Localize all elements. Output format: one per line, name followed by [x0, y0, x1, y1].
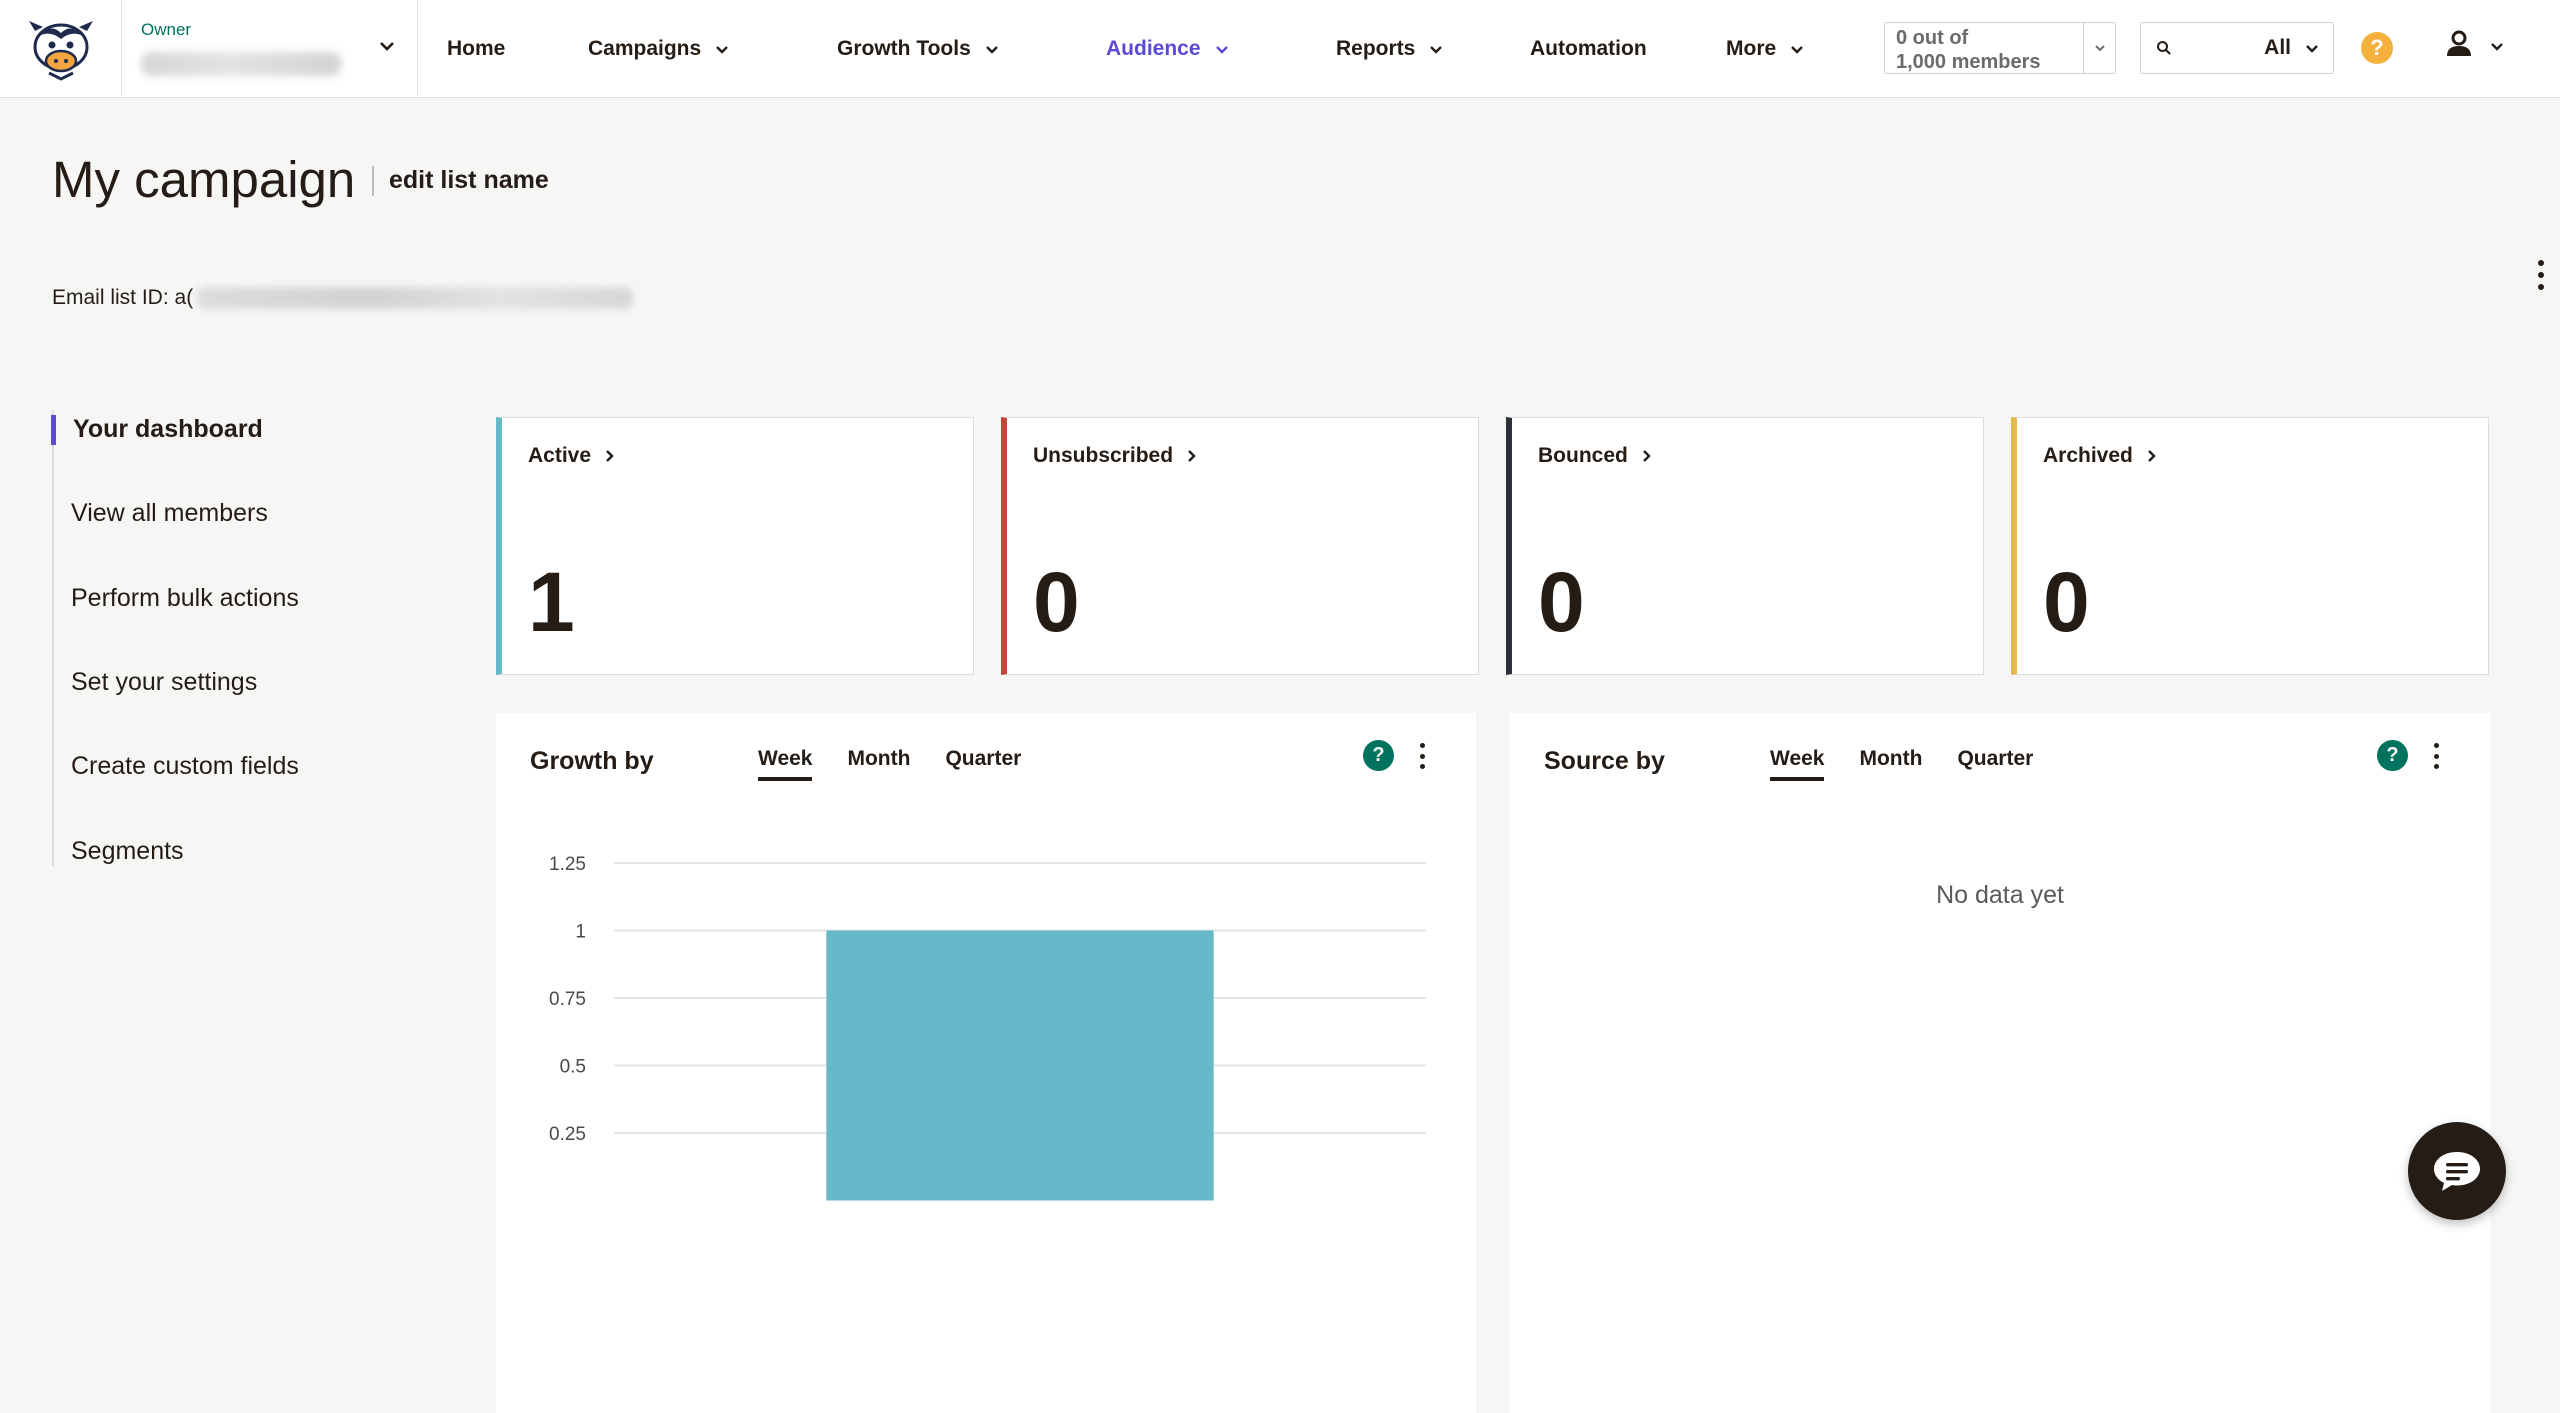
chevron-down-icon	[2305, 44, 2319, 53]
chevron-down-icon	[985, 45, 999, 54]
chevron-right-icon	[2147, 449, 2156, 463]
member-count-text: 0 out of 1,000 members	[1885, 23, 2083, 73]
tab-month[interactable]: Month	[1859, 747, 1923, 770]
stat-card-archived[interactable]: Archived 0	[2011, 417, 2489, 675]
active-indicator	[51, 415, 56, 445]
chevron-down-icon	[1790, 45, 1804, 54]
email-list-id-label: Email list ID: a(	[52, 286, 194, 309]
owner-label: Owner	[141, 19, 192, 39]
nav-growth-tools[interactable]: Growth Tools	[837, 0, 999, 98]
tab-month[interactable]: Month	[847, 747, 911, 770]
stat-label: Bounced	[1538, 444, 1628, 467]
help-icon[interactable]: ?	[2361, 32, 2393, 64]
sidebar-item-create-custom-fields[interactable]: Create custom fields	[71, 752, 299, 780]
tab-week[interactable]: Week	[1770, 747, 1825, 781]
email-list-id-redacted	[197, 287, 634, 309]
help-icon[interactable]: ?	[1363, 740, 1394, 771]
stat-card-header: Bounced	[1538, 444, 1651, 468]
nav-growth-tools-label: Growth Tools	[837, 37, 971, 60]
tab-week[interactable]: Week	[758, 747, 813, 781]
stat-label: Unsubscribed	[1033, 444, 1174, 467]
source-panel: Source by Week Month Quarter ? No data y…	[1510, 713, 2490, 1413]
y-tick-label: 0.75	[549, 989, 586, 1010]
sidebar-item-your-dashboard[interactable]: Your dashboard	[73, 415, 263, 443]
account-name-redacted	[141, 51, 341, 76]
stat-label: Archived	[2043, 444, 2133, 467]
nav-home[interactable]: Home	[447, 0, 505, 98]
growth-chart: 1.25 1 0.75 0.5 0.25	[549, 854, 1426, 1201]
nav-automation-label: Automation	[1530, 37, 1647, 60]
source-period-tabs: Week Month Quarter	[1770, 747, 2068, 781]
tab-quarter[interactable]: Quarter	[1957, 747, 2034, 770]
stat-card-active[interactable]: Active 1	[496, 417, 974, 675]
no-data-message: No data yet	[1936, 881, 2064, 909]
freddie-logo-icon	[28, 20, 93, 81]
y-tick-label: 0.5	[560, 1057, 586, 1078]
y-tick-label: 1.25	[549, 854, 586, 875]
nav-reports[interactable]: Reports	[1336, 0, 1443, 98]
chevron-down-icon	[1215, 45, 1229, 54]
audience-sidebar: Your dashboard View all members Perform …	[51, 410, 352, 866]
title-divider	[372, 166, 374, 196]
sidebar-item-view-all-members[interactable]: View all members	[71, 499, 268, 527]
chevron-right-icon	[1187, 449, 1196, 463]
page-options-kebab-icon[interactable]	[2534, 260, 2548, 290]
growth-options-kebab-icon[interactable]	[1415, 743, 1429, 769]
stat-value: 0	[1033, 555, 1080, 649]
stat-value: 0	[1538, 555, 1585, 649]
user-icon	[2444, 30, 2474, 63]
member-count-line2: 1,000 members	[1896, 51, 2041, 73]
user-menu[interactable]	[2444, 30, 2504, 63]
email-list-id: Email list ID: a(	[52, 286, 634, 310]
nav-more-label: More	[1726, 37, 1777, 60]
nav-reports-label: Reports	[1336, 37, 1416, 60]
chevron-down-icon	[1429, 45, 1443, 54]
stat-card-unsubscribed[interactable]: Unsubscribed 0	[1001, 417, 1479, 675]
y-tick-label: 1	[575, 922, 586, 943]
nav-more[interactable]: More	[1726, 0, 1804, 98]
edit-list-name-link[interactable]: edit list name	[389, 166, 549, 194]
page-title: My campaign	[52, 151, 356, 208]
search-icon	[2156, 40, 2172, 56]
chevron-right-icon	[1642, 449, 1651, 463]
chevron-down-icon[interactable]	[2083, 23, 2115, 73]
member-count-line1: 0 out of	[1896, 27, 1969, 49]
nav-home-label: Home	[447, 37, 506, 60]
nav-audience-label: Audience	[1106, 37, 1201, 60]
account-switcher[interactable]: Owner	[122, 0, 418, 98]
source-options-kebab-icon[interactable]	[2429, 743, 2443, 769]
nav-automation[interactable]: Automation	[1530, 0, 1647, 98]
sidebar-item-perform-bulk-actions[interactable]: Perform bulk actions	[71, 584, 299, 612]
member-count-dropdown[interactable]: 0 out of 1,000 members	[1884, 22, 2116, 74]
chart-bar[interactable]	[826, 930, 1214, 1201]
stat-label: Active	[528, 444, 592, 467]
y-tick-label: 0.25	[549, 1124, 586, 1145]
chevron-down-icon	[715, 45, 729, 54]
chevron-right-icon	[605, 449, 614, 463]
top-navigation: Owner Home Campaigns Growth Tools Audien…	[0, 0, 2560, 98]
growth-panel-title: Growth by	[530, 747, 654, 775]
stat-card-bounced[interactable]: Bounced 0	[1506, 417, 1984, 675]
stat-card-header: Archived	[2043, 444, 2156, 468]
nav-campaigns-label: Campaigns	[588, 37, 702, 60]
chat-icon[interactable]	[2408, 1122, 2506, 1220]
chevron-down-icon	[2490, 42, 2504, 51]
chevron-down-icon	[379, 38, 395, 56]
search-scope-select[interactable]: All	[2140, 22, 2334, 74]
growth-period-tabs: Week Month Quarter	[758, 747, 1056, 781]
nav-audience[interactable]: Audience	[1106, 0, 1229, 98]
search-scope-value: All	[2264, 36, 2291, 59]
sidebar-item-set-your-settings[interactable]: Set your settings	[71, 668, 258, 696]
stat-value: 0	[2043, 555, 2090, 649]
help-icon[interactable]: ?	[2377, 740, 2408, 771]
sidebar-item-segments[interactable]: Segments	[71, 837, 184, 865]
source-panel-title: Source by	[1544, 747, 1665, 775]
logo[interactable]	[0, 0, 122, 98]
nav-campaigns[interactable]: Campaigns	[588, 0, 729, 98]
growth-panel: Growth by Week Month Quarter ? 1.25 1 0.75…	[496, 713, 1476, 1413]
tab-quarter[interactable]: Quarter	[945, 747, 1022, 770]
stat-card-header: Active	[528, 444, 614, 468]
stat-card-header: Unsubscribed	[1033, 444, 1196, 468]
stat-value: 1	[528, 555, 575, 649]
